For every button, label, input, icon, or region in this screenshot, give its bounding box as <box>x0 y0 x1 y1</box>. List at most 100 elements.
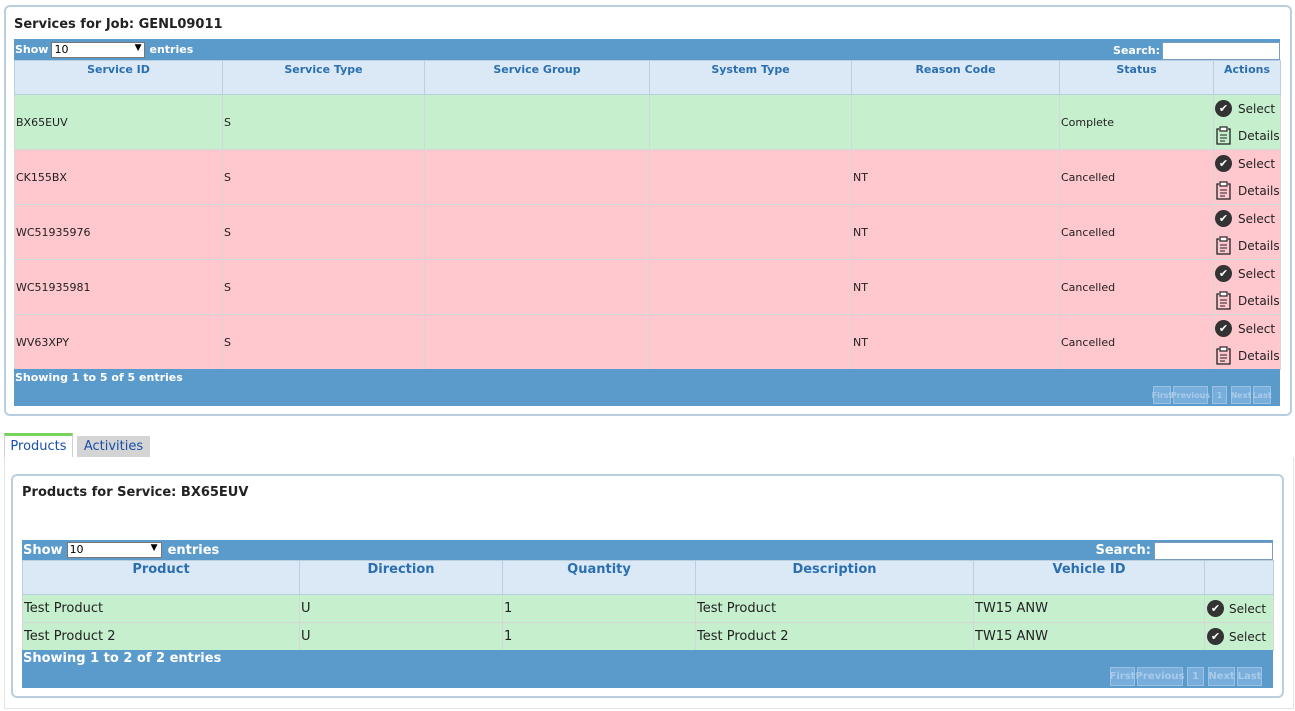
description-cell: Test Product <box>695 594 974 623</box>
services-footer-bar: Showing 1 to 5 of 5 entries First Previo… <box>14 369 1280 406</box>
col-direction[interactable]: Direction <box>299 560 503 595</box>
tab-products[interactable]: Products <box>4 433 73 457</box>
next-page-button[interactable]: Next <box>1230 386 1252 404</box>
table-row[interactable]: BX65EUV S Complete ✔ Select Details <box>14 94 1281 150</box>
details-action[interactable]: Details <box>1215 177 1280 204</box>
table-row[interactable]: CK155BX S NT Cancelled ✔ Select Details <box>14 149 1281 205</box>
system-type-cell <box>649 94 852 150</box>
actions-cell: ✔ Select Details <box>1213 314 1281 370</box>
entries-label: entries <box>149 43 194 56</box>
select-label: Select <box>1238 156 1276 171</box>
check-circle-icon: ✔ <box>1207 628 1224 645</box>
table-row[interactable]: Test Product 2 U 1 Test Product 2 TW15 A… <box>22 622 1274 651</box>
status-cell: Cancelled <box>1059 204 1214 260</box>
service-type-cell: S <box>222 204 425 260</box>
previous-page-button[interactable]: Previous <box>1136 667 1184 686</box>
products-footer-bar: Showing 1 to 2 of 2 entries First Previo… <box>22 650 1273 688</box>
products-info-text: Showing 1 to 2 of 2 entries <box>23 651 222 666</box>
search-label: Search: <box>1095 543 1151 558</box>
select-label: Select <box>1229 601 1267 616</box>
entries-select[interactable]: 10 ▼ <box>51 41 146 58</box>
status-cell: Cancelled <box>1059 259 1214 315</box>
service-type-cell: S <box>222 314 425 370</box>
system-type-cell <box>649 259 852 315</box>
reason-code-cell <box>851 94 1060 150</box>
reason-code-cell: NT <box>851 204 1060 260</box>
col-product[interactable]: Product <box>22 560 300 595</box>
col-reason-code[interactable]: Reason Code <box>851 60 1060 95</box>
products-title: Products for Service: BX65EUV <box>22 485 249 500</box>
entries-select[interactable]: 10 ▼ <box>66 542 162 558</box>
col-description[interactable]: Description <box>695 560 974 595</box>
quantity-cell: 1 <box>502 594 696 623</box>
products-pagination: First Previous 1 Next Last <box>1108 667 1262 686</box>
reason-code-cell: NT <box>851 314 1060 370</box>
select-action[interactable]: ✔ Select <box>1215 205 1280 232</box>
select-action[interactable]: ✔ Select <box>1215 150 1280 177</box>
select-action[interactable]: ✔ Select <box>1206 595 1273 622</box>
table-row[interactable]: WC51935976 S NT Cancelled ✔ Select Detai… <box>14 204 1281 260</box>
search-input[interactable] <box>1162 41 1280 60</box>
details-label: Details <box>1238 238 1280 253</box>
service-group-cell <box>424 314 650 370</box>
services-controls-bar: Show 10 ▼ entries Search: <box>14 39 1280 60</box>
next-page-button[interactable]: Next <box>1208 667 1235 686</box>
col-service-id[interactable]: Service ID <box>14 60 223 95</box>
previous-page-button[interactable]: Previous <box>1171 386 1210 404</box>
system-type-cell <box>649 149 852 205</box>
select-label: Select <box>1238 321 1276 336</box>
vehicle-id-cell: TW15 ANW <box>973 622 1205 651</box>
check-circle-icon: ✔ <box>1215 210 1232 227</box>
table-row[interactable]: Test Product U 1 Test Product TW15 ANW ✔… <box>22 594 1274 623</box>
products-table: Product Direction Quantity Description V… <box>22 560 1274 651</box>
select-action[interactable]: ✔ Select <box>1215 260 1280 287</box>
tab-content <box>4 457 1294 709</box>
first-page-button[interactable]: First <box>1152 386 1172 404</box>
products-header-row: Product Direction Quantity Description V… <box>22 560 1274 595</box>
select-action[interactable]: ✔ Select <box>1215 315 1280 342</box>
last-page-button[interactable]: Last <box>1237 667 1262 686</box>
col-vehicle-id[interactable]: Vehicle ID <box>973 560 1205 595</box>
services-table: Service ID Service Type Service Group Sy… <box>14 60 1281 370</box>
tab-activities[interactable]: Activities <box>77 436 150 457</box>
check-circle-icon: ✔ <box>1215 265 1232 282</box>
col-service-type[interactable]: Service Type <box>222 60 425 95</box>
select-action[interactable]: ✔ Select <box>1215 95 1280 122</box>
product-cell: Test Product <box>22 594 300 623</box>
col-quantity[interactable]: Quantity <box>502 560 696 595</box>
vehicle-id-cell: TW15 ANW <box>973 594 1205 623</box>
col-actions <box>1204 560 1274 595</box>
first-page-button[interactable]: First <box>1110 667 1135 686</box>
chevron-down-icon: ▼ <box>134 42 142 53</box>
page-1-button[interactable]: 1 <box>1187 667 1204 686</box>
system-type-cell <box>649 204 852 260</box>
table-row[interactable]: WV63XPY S NT Cancelled ✔ Select Details <box>14 314 1281 370</box>
details-action[interactable]: Details <box>1215 342 1280 369</box>
select-action[interactable]: ✔ Select <box>1206 623 1273 650</box>
col-status[interactable]: Status <box>1059 60 1214 95</box>
select-label: Select <box>1229 629 1267 644</box>
details-action[interactable]: Details <box>1215 232 1280 259</box>
service-id-cell: CK155BX <box>14 149 223 205</box>
table-row[interactable]: WC51935981 S NT Cancelled ✔ Select Detai… <box>14 259 1281 315</box>
actions-cell: ✔ Select <box>1204 622 1274 651</box>
col-system-type[interactable]: System Type <box>649 60 852 95</box>
services-title: Services for Job: GENL09011 <box>14 17 223 32</box>
status-cell: Cancelled <box>1059 314 1214 370</box>
col-service-group[interactable]: Service Group <box>424 60 650 95</box>
service-id-cell: WV63XPY <box>14 314 223 370</box>
description-cell: Test Product 2 <box>695 622 974 651</box>
details-action[interactable]: Details <box>1215 122 1280 149</box>
details-label: Details <box>1238 183 1280 198</box>
service-id-cell: WC51935976 <box>14 204 223 260</box>
select-label: Select <box>1238 101 1276 116</box>
search-input[interactable] <box>1154 541 1273 560</box>
document-icon <box>1216 291 1231 310</box>
page-1-button[interactable]: 1 <box>1212 386 1227 404</box>
show-label: Show <box>15 43 49 56</box>
last-page-button[interactable]: Last <box>1252 386 1272 404</box>
system-type-cell <box>649 314 852 370</box>
reason-code-cell: NT <box>851 259 1060 315</box>
details-action[interactable]: Details <box>1215 287 1280 314</box>
products-controls-bar: Show 10 ▼ entries Search: <box>22 540 1273 560</box>
